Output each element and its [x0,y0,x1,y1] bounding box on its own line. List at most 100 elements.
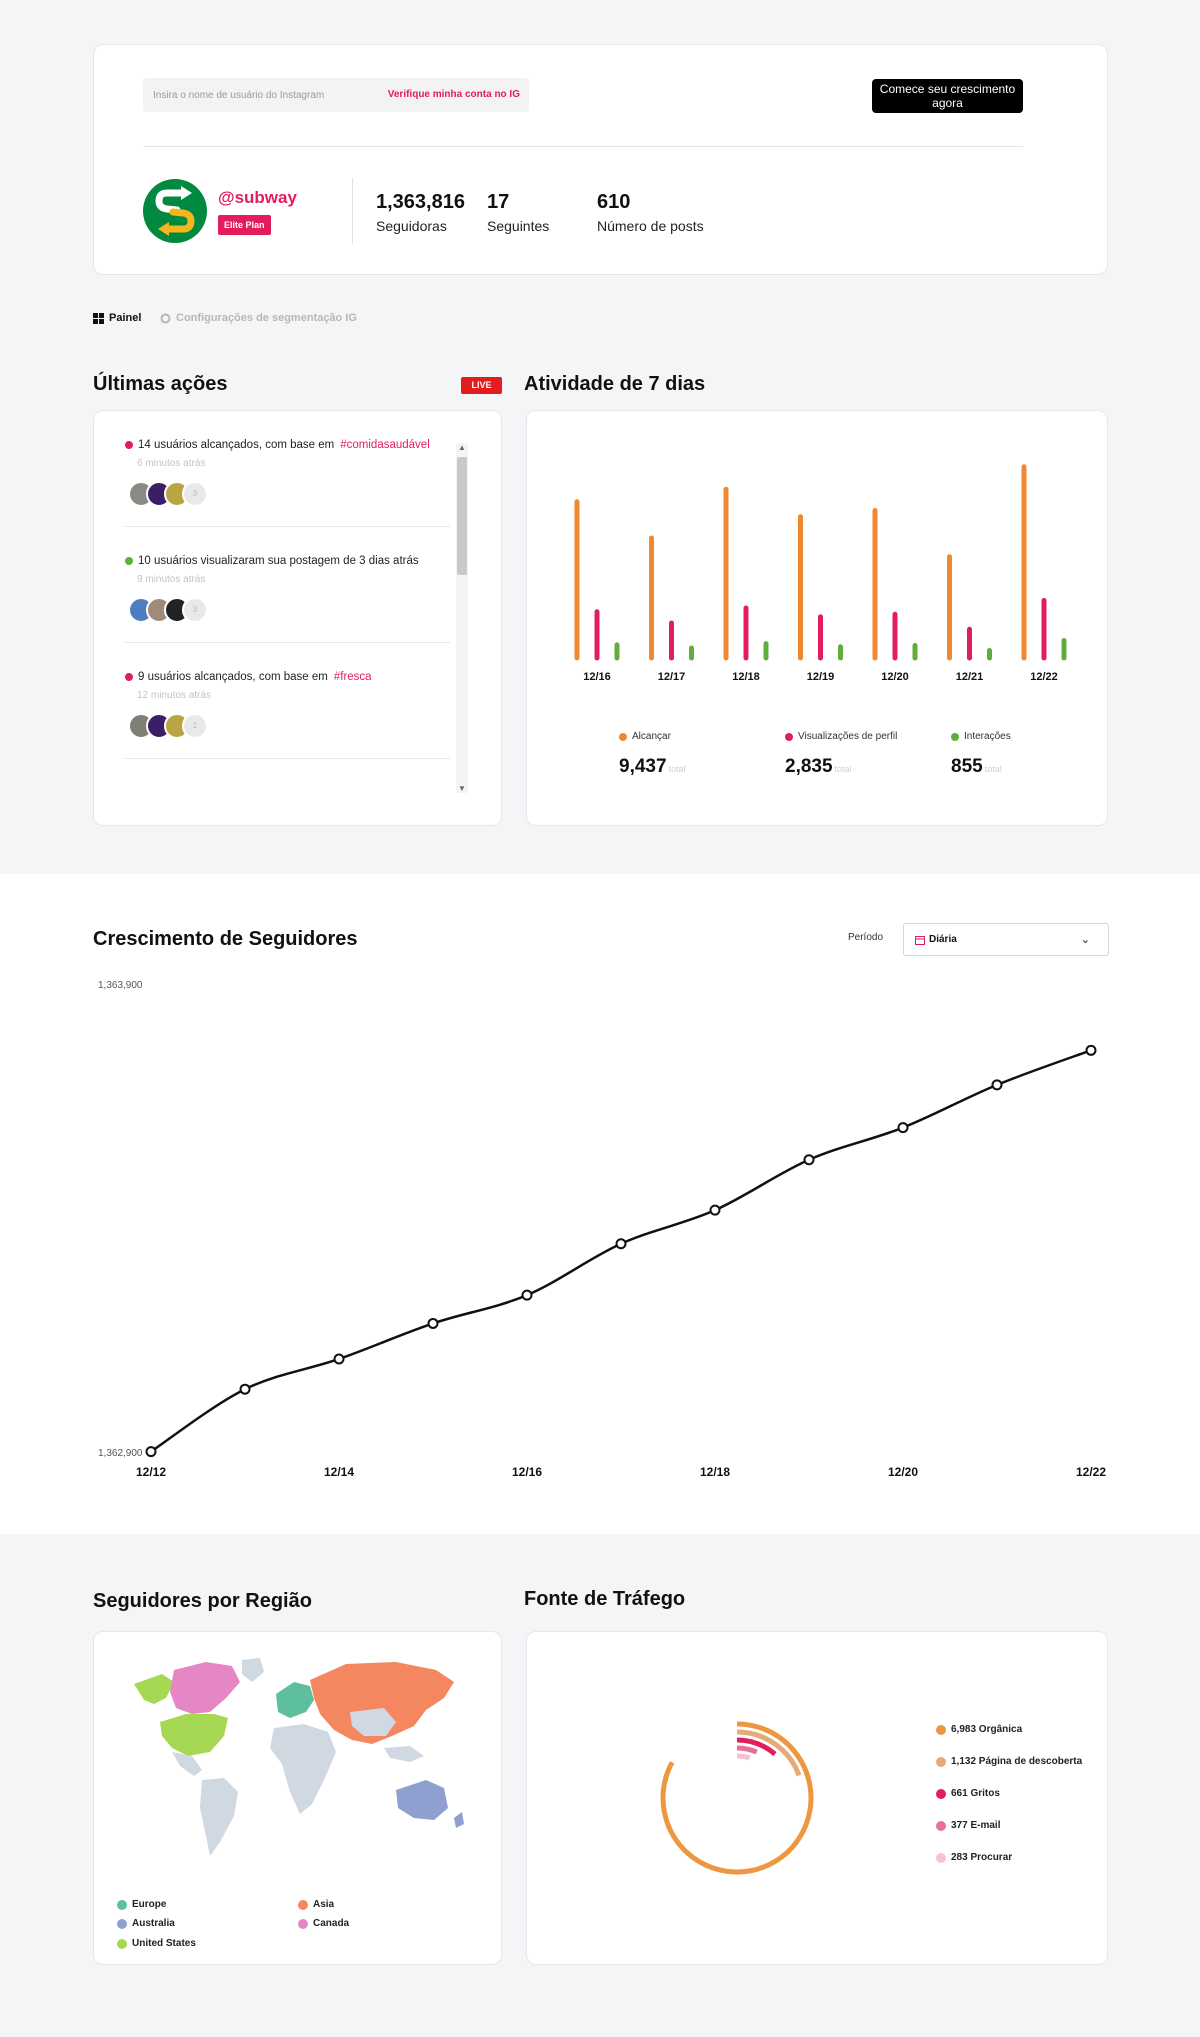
status-dot [125,557,133,565]
legend-interactions: Interações [951,731,1011,742]
x-tick-label: 12/22 [1076,1465,1106,1479]
legend-search: 283 Procurar [936,1852,1012,1863]
divider [143,146,1023,147]
timestamp: 9 minutos atrás [137,574,206,585]
data-point [239,1383,251,1395]
region-card: Europe Asia Australia Canada United Stat… [93,1631,502,1965]
chevron-down-icon: ⌄ [1080,934,1090,946]
data-point [1085,1044,1097,1056]
tab-dashboard-label: Painel [109,312,142,324]
legend-profile-views: Visualizações de perfil [785,731,897,742]
data-point [427,1317,439,1329]
username-input[interactable] [153,78,383,112]
tab-targeting-settings[interactable]: Configurações de segmentação IG [160,312,357,324]
action-text: 10 usuários visualizaram sua postagem de… [138,555,419,567]
traffic-arc [736,1753,751,1761]
growth-section: Crescimento de Seguidores Período Diária… [0,874,1200,1534]
map-region-south-america [200,1778,238,1856]
following-stat: 17 Seguintes [487,191,550,234]
map-region-greenland [242,1658,264,1682]
hashtag-link[interactable]: #fresca [333,671,372,683]
live-badge: LIVE [461,377,502,394]
subway-logo [143,179,207,243]
status-dot [125,673,133,681]
legend-asia: Asia [298,1899,334,1910]
hashtag-link[interactable]: #comidasaudável [340,439,430,451]
tab-dashboard[interactable]: Painel [93,312,141,324]
x-tick-label: 12/14 [324,1465,354,1479]
series-line [150,1049,1092,1453]
scrollbar-thumb[interactable] [457,457,467,575]
scroll-down-icon[interactable]: ▼ [458,784,466,793]
map-region-mexico [172,1752,202,1776]
x-tick-label: 12/18 [700,1465,730,1479]
scrollbar[interactable]: ▲ ▼ [456,443,468,793]
profile-views-total: 2,835 total [785,756,852,777]
activity-title: Atividade de 7 dias [524,373,706,395]
data-point [333,1353,345,1365]
map-region-new-zealand [454,1812,464,1828]
data-point [991,1079,1003,1091]
legend-australia: Australia [117,1918,175,1929]
traffic-title: Fonte de Tráfego [524,1588,686,1610]
legend-organic: 6,983 Orgânica [936,1724,1022,1735]
activity-card: 12/16 12/17 12/18 12/19 12/20 12/21 12/22 Alca… [526,410,1108,826]
grid-icon [93,312,104,324]
x-tick-label: 12/17 [658,671,686,683]
region-title: Seguidores por Região [93,1590,312,1612]
plan-badge: Elite Plan [218,215,271,235]
reach-total: 9,437 total [619,756,686,777]
timestamp: 6 minutos atrás [137,458,206,469]
list-item: 9 usuários alcançados, com base em #fres… [125,643,450,759]
map-region-indonesia [384,1746,424,1762]
traffic-card: 6,983 Orgânica 1,132 Página de descobert… [526,1631,1108,1965]
start-growth-button[interactable]: Comece seu crescimento agora [872,79,1023,113]
status-dot [125,441,133,449]
scroll-up-icon[interactable]: ▲ [458,443,466,452]
data-point [709,1204,721,1216]
calendar-icon [915,935,925,945]
profile-card: Verifique minha conta no IG Comece seu c… [93,44,1108,275]
data-point [145,1446,157,1458]
verify-account-link[interactable]: Verifique minha conta no IG [387,89,520,100]
x-tick-label: 12/16 [583,671,611,683]
legend-shouts: 661 Gritos [936,1788,1000,1799]
x-tick-label: 12/18 [732,671,760,683]
divider [352,178,353,244]
world-map [134,1658,464,1856]
traffic-arc [660,1721,814,1875]
data-point [897,1122,909,1134]
period-label: Período [848,932,884,943]
growth-line-chart: 1,363,900 1,362,900 12/12 12/14 12/16 12/18 12… [98,980,1106,1479]
interactions-total: 855 total [951,756,1002,777]
map-region-united-states [160,1714,228,1756]
traffic-arc [736,1745,758,1755]
legend-europe: Europe [117,1899,166,1910]
posts-stat: 610 Número de posts [597,191,704,234]
x-tick-label: 12/19 [807,671,835,683]
x-tick-label: 12/21 [956,671,984,683]
tab-targeting-label: Configurações de segmentação IG [176,312,357,324]
y-tick-label: 1,363,900 [98,980,143,991]
activity-bar-chart: 12/16 12/17 12/18 12/19 12/20 12/21 12/22 [574,464,1067,683]
map-region-australia [396,1780,448,1820]
y-tick-label: 1,362,900 [98,1448,143,1459]
x-tick-label: 12/16 [512,1465,542,1479]
map-region-europe [276,1682,314,1718]
period-select[interactable]: Diária ⌄ [903,923,1109,956]
avatar-more-count: 3 [182,481,208,507]
gear-icon [160,313,171,323]
legend-email: 377 E-mail [936,1820,1000,1831]
followers-stat: 1,363,816 Seguidoras [376,191,465,234]
x-tick-label: 12/20 [881,671,909,683]
data-point [521,1289,533,1301]
action-text: 14 usuários alcançados, com base em [138,439,335,451]
map-region-canada [170,1662,240,1714]
traffic-arc [736,1729,802,1777]
profile-handle: @subway [218,188,297,207]
actions-title: Últimas ações [93,373,228,395]
x-tick-label: 12/22 [1030,671,1058,683]
map-region-asia [310,1662,454,1744]
list-item: 14 usuários alcançados, com base em #com… [125,411,450,527]
x-tick-label: 12/20 [888,1465,918,1479]
